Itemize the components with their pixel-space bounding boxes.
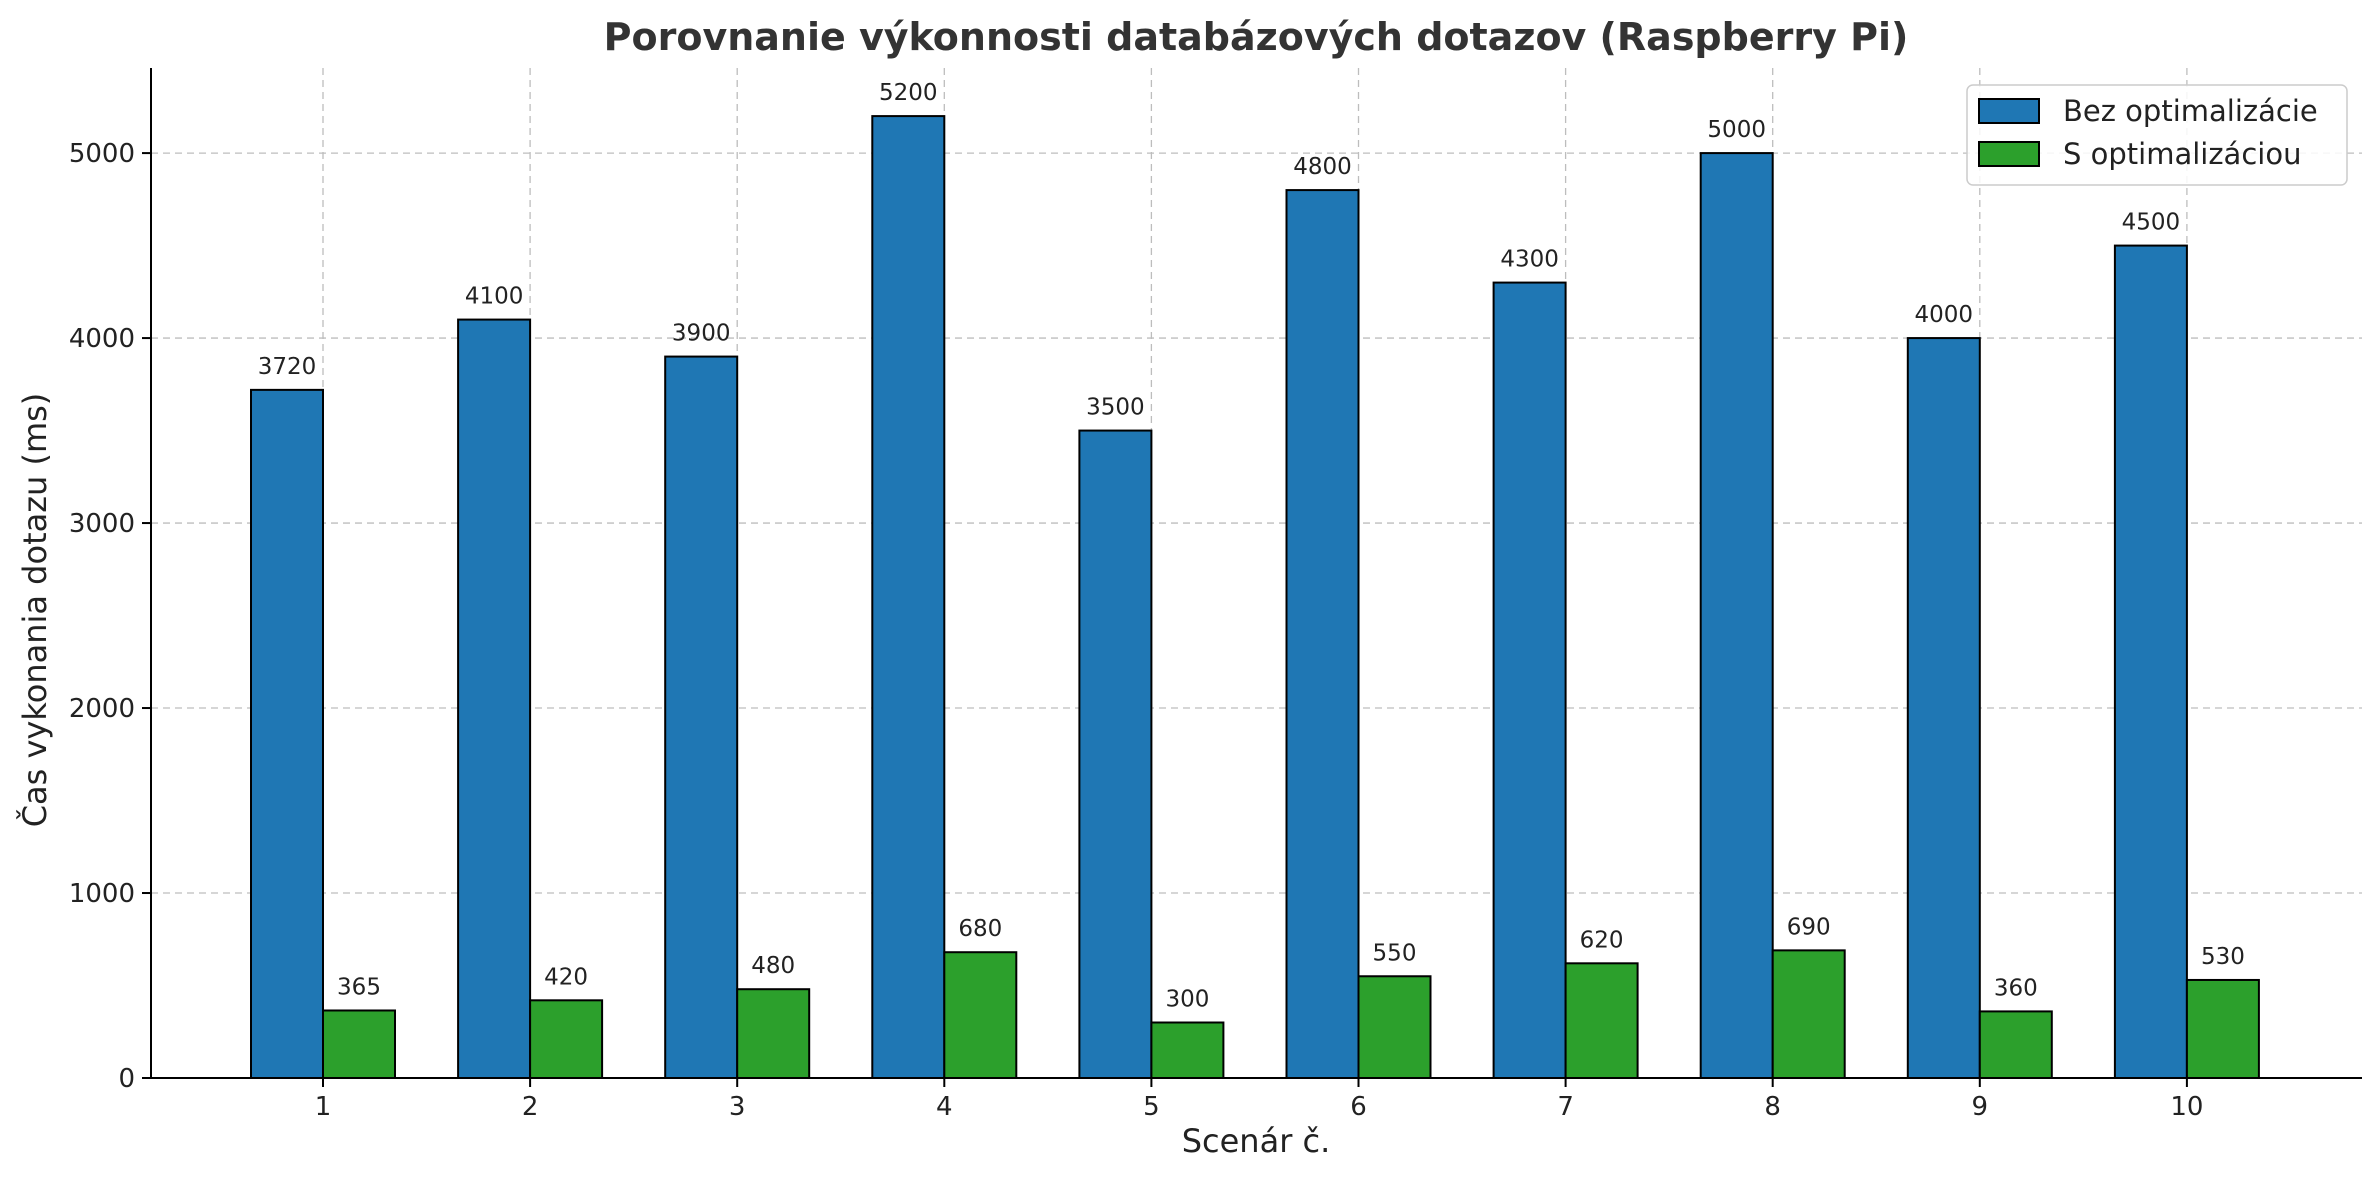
bar-optimized	[1564, 962, 1639, 1079]
chart-title: Porovnanie výkonnosti databázových dotaz…	[604, 15, 1909, 59]
legend-swatch	[1978, 141, 2040, 167]
bar-optimized	[322, 1009, 396, 1080]
y-tick-label: 1000	[69, 879, 135, 909]
x-tick-label: 5	[1143, 1092, 1160, 1122]
data-label: 360	[1994, 975, 2038, 1001]
legend: Bez optimalizácie S optimalizáciou	[1966, 84, 2348, 186]
x-tick-label: 2	[522, 1092, 539, 1122]
y-tick-label: 4000	[69, 324, 135, 354]
data-label: 4000	[1915, 302, 1974, 328]
data-label: 5200	[879, 80, 938, 106]
x-tick-label: 10	[2170, 1092, 2203, 1122]
bar-optimized	[1978, 1010, 2053, 1080]
y-tick-label: 2000	[69, 694, 135, 724]
bar-optimized	[943, 951, 1018, 1080]
x-tick-label: 9	[1972, 1092, 1989, 1122]
y-tick-label: 0	[118, 1064, 135, 1094]
legend-label: S optimalizáciou	[2063, 137, 2301, 171]
data-label: 420	[544, 964, 588, 990]
data-label: 4100	[465, 284, 524, 310]
data-label: 3900	[672, 321, 731, 347]
bar-unoptimized	[1906, 337, 1981, 1080]
bars	[250, 115, 2260, 1080]
legend-box	[1966, 84, 2348, 186]
bar-optimized	[529, 999, 604, 1079]
x-tick-label: 3	[729, 1092, 746, 1122]
bar-unoptimized	[2113, 244, 2188, 1080]
data-label: 5000	[1707, 117, 1766, 143]
x-tick-label: 7	[1557, 1092, 1574, 1122]
data-label: 365	[337, 974, 381, 1000]
bar-unoptimized	[1699, 152, 1774, 1080]
y-axis-label: Čas vykonania dotazu (ms)	[15, 393, 54, 828]
axes: 0 1000 2000 3000 4000 5000 1 2 3 4 5 6 7 8 9 10	[69, 68, 2362, 1122]
bar-optimized	[1771, 949, 1846, 1079]
data-label: 620	[1580, 927, 1624, 953]
bar-optimized	[1357, 975, 1432, 1079]
y-tick-label: 5000	[69, 139, 135, 169]
bar-unoptimized	[250, 388, 324, 1080]
bar-unoptimized	[871, 115, 946, 1080]
data-label: 680	[958, 916, 1002, 942]
bar-unoptimized	[1078, 429, 1153, 1080]
data-labels: 3720 4100 3900 5200 3500 4800 4300 5000 4000 4500…	[258, 80, 2245, 1012]
bar-unoptimized	[1492, 281, 1567, 1080]
data-label: 300	[1165, 987, 1209, 1013]
data-label: 3720	[258, 354, 317, 380]
data-label: 690	[1787, 914, 1831, 940]
bar-unoptimized	[1285, 189, 1360, 1080]
bar-unoptimized	[457, 318, 532, 1080]
data-label: 4800	[1293, 154, 1352, 180]
legend-label: Bez optimalizácie	[2063, 94, 2318, 128]
data-label: 550	[1373, 940, 1417, 966]
data-label: 4500	[2122, 210, 2181, 236]
x-tick-label: 1	[315, 1092, 332, 1122]
data-label: 480	[751, 953, 795, 979]
data-label: 530	[2201, 944, 2245, 970]
x-axis-label: Scenár č.	[1182, 1122, 1331, 1160]
x-tick-label: 6	[1350, 1092, 1367, 1122]
legend-swatch	[1978, 98, 2040, 124]
data-label: 3500	[1086, 395, 1145, 421]
bar-optimized	[2185, 978, 2260, 1080]
bar-optimized	[1150, 1021, 1225, 1079]
bar-unoptimized	[664, 355, 739, 1080]
bar-optimized	[736, 988, 811, 1080]
data-label: 4300	[1500, 247, 1559, 273]
y-tick-label: 3000	[69, 509, 135, 539]
x-tick-label: 4	[936, 1092, 953, 1122]
x-tick-label: 8	[1764, 1092, 1781, 1122]
